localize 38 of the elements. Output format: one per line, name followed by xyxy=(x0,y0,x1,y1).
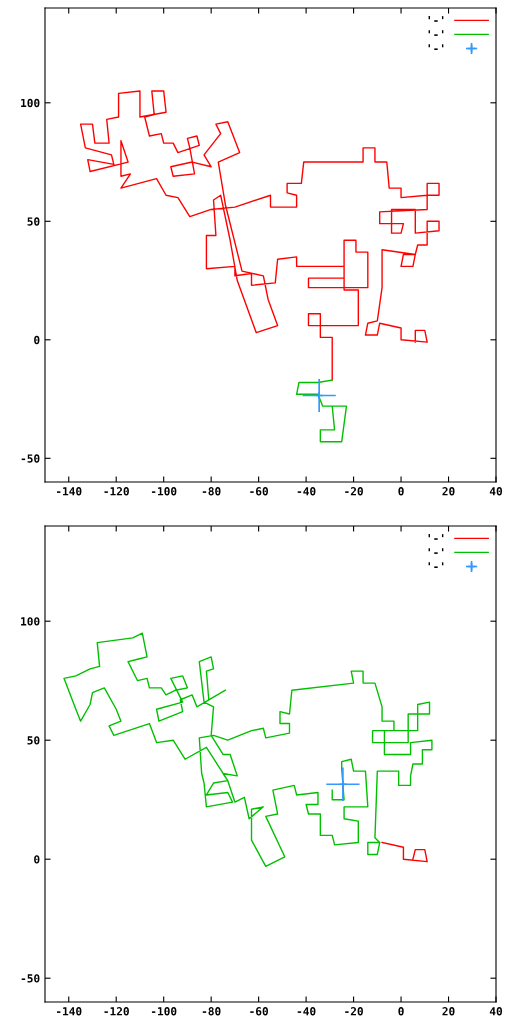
legend-label: '-' xyxy=(428,548,444,554)
line-series xyxy=(295,379,348,443)
y-tick-label: -50 xyxy=(21,974,40,983)
x-tick-label: 0 xyxy=(398,1007,404,1016)
x-tick-label: -120 xyxy=(104,1007,129,1016)
x-tick-label: -40 xyxy=(297,1007,316,1016)
x-tick-label: -100 xyxy=(151,487,177,496)
y-tick-label: 0 xyxy=(34,335,40,345)
y-tick-label: 100 xyxy=(21,617,40,626)
x-tick-label: 20 xyxy=(442,1007,455,1016)
y-tick-label: 50 xyxy=(27,736,40,745)
x-tick-label: -60 xyxy=(250,1007,268,1016)
y-tick-label: 0 xyxy=(34,855,40,864)
x-tick-label: -120 xyxy=(104,487,129,496)
x-tick-label: 0 xyxy=(398,487,404,496)
x-tick-label: -20 xyxy=(345,1007,363,1016)
x-tick-label: -140 xyxy=(56,1007,82,1016)
x-tick-label: -80 xyxy=(202,487,221,496)
x-tick-label: -20 xyxy=(345,487,363,496)
legend-label: '-' xyxy=(428,16,444,22)
legend-label: '-' xyxy=(428,30,444,36)
x-tick-label: -40 xyxy=(297,487,316,496)
y-tick-label: -50 xyxy=(21,454,40,463)
line-series xyxy=(79,90,440,381)
y-tick-label: 50 xyxy=(27,217,40,226)
x-tick-label: -60 xyxy=(250,487,268,496)
x-tick-label: 20 xyxy=(442,487,455,496)
x-tick-label: -140 xyxy=(56,487,82,496)
x-tick-label: -100 xyxy=(151,1007,177,1016)
x-tick-label: -80 xyxy=(202,1007,221,1016)
legend-label: '-' xyxy=(428,562,444,568)
legend-label: '-' xyxy=(428,534,444,540)
y-tick-label: 100 xyxy=(21,98,40,108)
x-tick-label: 40 xyxy=(489,1007,503,1016)
line-series xyxy=(381,841,428,863)
legend-label: '-' xyxy=(428,44,444,50)
line-series xyxy=(63,632,433,868)
x-tick-label: 40 xyxy=(489,487,503,496)
